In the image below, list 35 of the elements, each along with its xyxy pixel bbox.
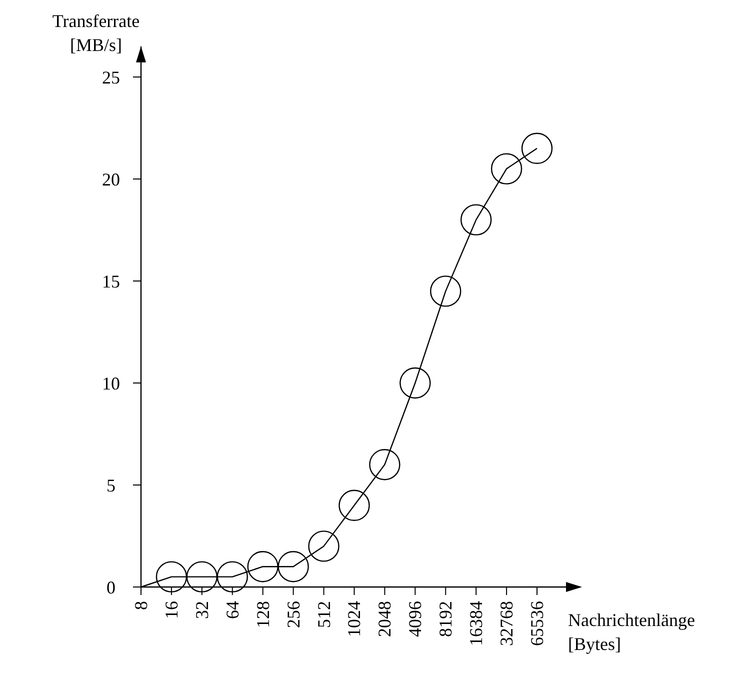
y-tick-label: 15: [102, 271, 120, 292]
x-tick-label: 256: [283, 601, 304, 628]
x-tick-label: 65536: [527, 601, 547, 646]
y-tick-label: 0: [106, 577, 116, 598]
x-tick-label: 8: [131, 601, 151, 610]
x-tick-label: 8192: [436, 601, 456, 637]
y-tick-label: 25: [102, 67, 120, 88]
point: [521, 132, 553, 164]
y-axis-title: Transferrate [MB/s]: [52, 11, 140, 55]
y-tick-label: 5: [106, 475, 116, 496]
x-tick-label: 16: [161, 601, 182, 619]
point: [156, 561, 188, 592]
x-tick-label: 4096: [405, 601, 426, 637]
x-axis-title: Nachrichtenlänge [Bytes]: [568, 610, 695, 654]
point: [247, 551, 278, 582]
point: [216, 561, 248, 592]
x-tick-label: 1024: [344, 601, 364, 637]
point: [430, 276, 462, 307]
y-tick-label: 20: [102, 169, 120, 190]
point: [278, 551, 309, 582]
x-tick-label: 2048: [374, 601, 395, 637]
point: [369, 449, 400, 480]
x-tick-label: 128: [252, 601, 273, 628]
y-tick-label: 10: [102, 373, 120, 394]
x-tick-label: 16384: [466, 601, 486, 646]
x-tick-label: 512: [314, 601, 334, 628]
point: [490, 153, 522, 184]
x-tick-label: 32768: [496, 601, 517, 646]
x-tick-label: 32: [192, 601, 212, 619]
point: [338, 490, 370, 521]
point: [308, 530, 340, 562]
x-tick-label: 64: [222, 601, 242, 619]
point: [460, 204, 492, 236]
point: [186, 561, 218, 592]
point: [400, 367, 431, 399]
